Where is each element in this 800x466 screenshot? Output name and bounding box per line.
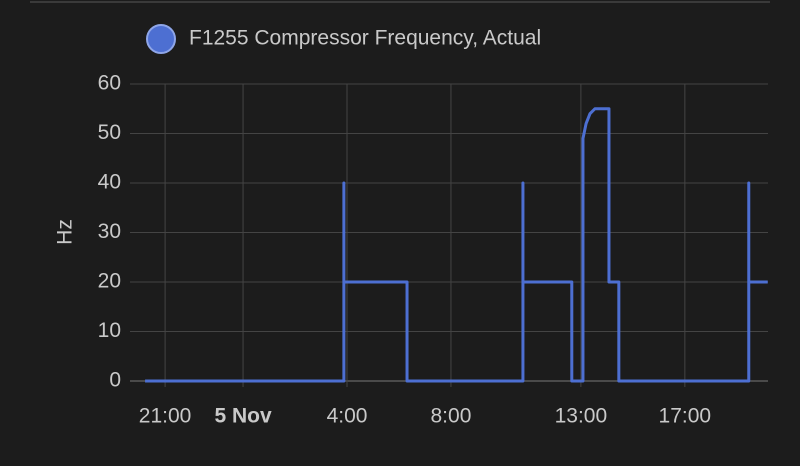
y-tick-label: 10 (98, 319, 121, 342)
x-tick-label: 4:00 (327, 405, 368, 428)
x-tick-label: 8:00 (431, 405, 472, 428)
x-tick-label: 21:00 (139, 405, 192, 428)
x-tick-label: 13:00 (555, 405, 608, 428)
y-tick-label: 30 (98, 220, 121, 243)
legend-swatch (146, 24, 176, 54)
legend-item[interactable]: F1255 Compressor Frequency, Actual (146, 24, 541, 54)
y-tick-label: 60 (98, 72, 121, 95)
y-tick-label: 0 (109, 369, 121, 392)
y-tick-label: 40 (98, 171, 121, 194)
y-tick-label: 20 (98, 270, 121, 293)
data-line (145, 107, 768, 383)
legend-label: F1255 Compressor Frequency, Actual (189, 27, 541, 50)
y-axis-label: Hz (54, 219, 77, 245)
x-tick-label: 5 Nov (214, 405, 272, 428)
y-tick-label: 50 (98, 121, 121, 144)
x-tick-label: 17:00 (659, 405, 712, 428)
